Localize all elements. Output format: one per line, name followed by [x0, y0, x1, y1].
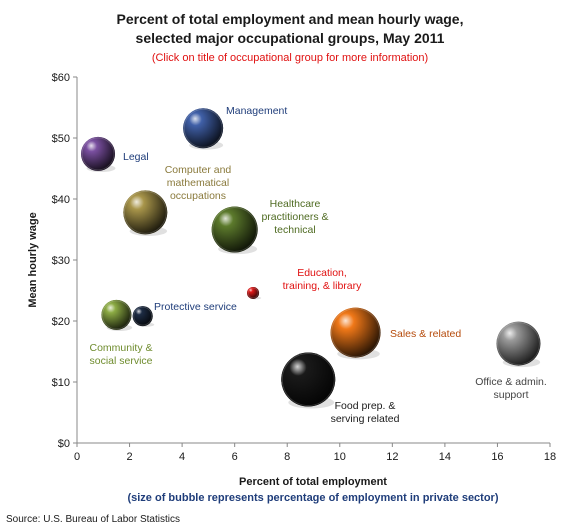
x-tick-label: 18 [544, 451, 556, 463]
y-tick-label: $40 [52, 194, 70, 206]
y-tick-label: $60 [52, 72, 70, 84]
bubble-label[interactable]: Computer and mathematical occupations [165, 164, 232, 202]
bubble-label-line: practitioners & [261, 211, 328, 223]
y-tick-label: $50 [52, 133, 70, 145]
bubble-label[interactable]: Healthcare practitioners & technical [261, 198, 328, 236]
source-note: Source: U.S. Bureau of Labor Statistics [6, 514, 180, 525]
bubble-label-line: Legal [123, 151, 149, 163]
bubble-label-line: Food prep. & [335, 400, 396, 412]
x-tick-label: 10 [334, 451, 346, 463]
x-axis-note: (size of bubble represents percentage of… [127, 492, 498, 504]
bubble-label[interactable]: Legal [123, 151, 149, 163]
chart-subtitle: (Click on title of occupational group fo… [152, 52, 428, 64]
y-tick-label: $0 [58, 438, 70, 450]
bubble [281, 352, 336, 407]
bubble-label-line: Protective service [154, 301, 237, 313]
x-tick-label: 16 [491, 451, 503, 463]
x-tick-label: 4 [179, 451, 185, 463]
chart-title-line-2: selected major occupational groups, May … [136, 30, 445, 46]
bubble-rim [123, 190, 167, 234]
bubble-label-line: technical [274, 224, 315, 236]
bubble-rim [133, 306, 153, 326]
bubble-rim [281, 353, 335, 407]
bubble-label[interactable]: Food prep. & serving related [331, 400, 400, 425]
bubble [183, 108, 224, 149]
y-tick-label: $30 [52, 255, 70, 267]
bubble-label[interactable]: Community & social service [89, 342, 152, 367]
bubble-label-line: Community & [89, 342, 152, 354]
bubble-label[interactable]: Office & admin. support [475, 376, 547, 401]
bubble-rim [101, 300, 131, 330]
bubble [330, 307, 381, 358]
bubble-rim [81, 137, 115, 171]
bubble-label-line: Healthcare [270, 198, 321, 210]
bubble-label-line: Computer and [165, 164, 232, 176]
bubble-rim [247, 287, 259, 299]
axes: $0 $10 $20 $30 $40 $50 $60 0 2 4 6 8 10 12 14 16 18 [52, 72, 556, 463]
bubble [81, 136, 116, 171]
bubble-label-line: Education, [297, 267, 347, 279]
bubble-label-line: social service [89, 355, 152, 367]
bubble [247, 286, 260, 299]
bubble-label-line: training, & library [283, 280, 363, 292]
bubble-label[interactable]: Protective service [154, 301, 237, 313]
chart-title-line-1: Percent of total employment and mean hou… [117, 11, 464, 27]
x-tick-label: 6 [232, 451, 238, 463]
bubble-rim [496, 322, 540, 366]
y-tick-label: $20 [52, 316, 70, 328]
bubble [101, 299, 132, 330]
bubble [123, 190, 168, 235]
y-tick-label: $10 [52, 377, 70, 389]
bubble-label[interactable]: Management [226, 105, 287, 117]
bubble-label-line: support [493, 389, 528, 401]
bubble-rim [183, 108, 223, 148]
x-tick-label: 8 [284, 451, 290, 463]
bubble-label-line: serving related [331, 413, 400, 425]
bubble-label-line: occupations [170, 190, 226, 202]
bubbles [81, 108, 541, 409]
bubble-rim [212, 207, 258, 252]
y-axis-title: Mean hourly wage [27, 212, 39, 307]
bubble-label-line: mathematical [167, 177, 229, 189]
x-tick-label: 14 [439, 451, 451, 463]
x-tick-label: 0 [74, 451, 80, 463]
bubble-label-line: Management [226, 105, 287, 117]
bubble-rim [331, 308, 381, 358]
bubble-label-line: Sales & related [390, 328, 461, 340]
bubble [132, 306, 153, 327]
bubble-label-line: Office & admin. [475, 376, 547, 388]
bubble-labels: Management Legal Computer and mathematical o… [89, 105, 546, 425]
bubble [211, 206, 258, 253]
bubble-label[interactable]: Sales & related [390, 328, 461, 340]
bubble-label[interactable]: Education, training, & library [283, 267, 363, 292]
x-tick-label: 12 [386, 451, 398, 463]
x-axis-title: Percent of total employment [239, 476, 387, 488]
x-tick-label: 2 [126, 451, 132, 463]
bubble [496, 321, 541, 366]
